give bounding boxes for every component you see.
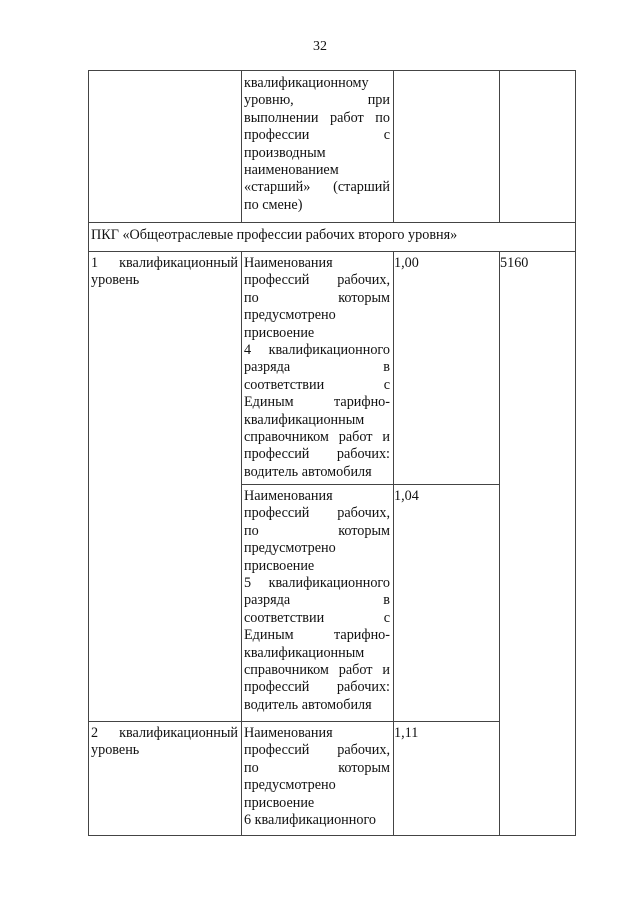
cell-text-line: Единым тарифно- bbox=[244, 627, 390, 644]
row-divider bbox=[241, 484, 499, 485]
coefficient-cell: 1,00 bbox=[394, 255, 419, 271]
cell-text-line: Наименования bbox=[244, 725, 333, 741]
cell-text-line: профессий рабочих: bbox=[244, 679, 390, 696]
cell-text-line: по которым bbox=[244, 522, 390, 539]
cell-text-line: уровню, при bbox=[244, 92, 390, 109]
cell-text-line: справочником работ и bbox=[244, 428, 390, 445]
cell-text-line: Наименования bbox=[244, 255, 333, 271]
cell-text-line: выполнении работ по bbox=[244, 109, 390, 126]
cell-text-line: разряда в bbox=[244, 359, 390, 376]
profession-description-cell: квалификационному уровню, при выполнении р… bbox=[244, 75, 390, 214]
table-border-top bbox=[88, 70, 576, 71]
cell-text-line: 4 квалификационного bbox=[244, 341, 390, 358]
coefficient-cell: 1,11 bbox=[394, 725, 419, 741]
cell-text-line: наименованием bbox=[244, 161, 339, 178]
cell-text-line: водитель автомобиля bbox=[244, 463, 372, 480]
cell-text-line: по которым bbox=[244, 289, 390, 306]
cell-text-line: Наименования bbox=[244, 488, 333, 504]
row-divider bbox=[88, 222, 576, 223]
cell-text-line: присвоение bbox=[244, 324, 315, 341]
qualification-level-cell: 2 квалификационный уровень bbox=[91, 725, 238, 760]
cell-text-line: 5 квалификационного bbox=[244, 574, 390, 591]
cell-text-line: соответствии с bbox=[244, 609, 390, 626]
cell-text-line: «старший» (старший bbox=[244, 179, 390, 196]
profession-description-cell: Наименования профессий рабочих, по которым… bbox=[244, 255, 390, 481]
column-divider bbox=[393, 251, 394, 836]
cell-text-line: по смене) bbox=[244, 196, 303, 213]
cell-text-line: 6 квалификационного bbox=[244, 811, 377, 828]
column-divider bbox=[393, 70, 394, 222]
cell-text-line: 2 квалификационный bbox=[91, 725, 238, 741]
cell-text-line: присвоение bbox=[244, 794, 315, 811]
cell-text-line: 1 квалификационный bbox=[91, 255, 238, 271]
qualification-level-cell: 1 квалификационный уровень bbox=[91, 255, 238, 290]
cell-text-line: соответствии с bbox=[244, 376, 390, 393]
cell-text-line: Единым тарифно- bbox=[244, 394, 390, 411]
column-divider bbox=[499, 70, 500, 222]
cell-text-line: производным bbox=[244, 144, 326, 161]
cell-text-line: справочником работ и bbox=[244, 661, 390, 678]
cell-text-line: предусмотрено bbox=[244, 307, 336, 324]
cell-text-line: водитель автомобиля bbox=[244, 696, 372, 713]
salary-cell: 5160 bbox=[500, 255, 529, 271]
cell-text-line: профессий рабочих: bbox=[244, 446, 390, 463]
cell-text-line: квалификационным bbox=[244, 411, 365, 428]
cell-text-line: предусмотрено bbox=[244, 540, 336, 557]
cell-text-line: предусмотрено bbox=[244, 777, 336, 794]
cell-text-line: квалификационным bbox=[244, 644, 365, 661]
cell-text-line: профессий рабочих, bbox=[244, 505, 390, 522]
row-divider bbox=[88, 251, 576, 252]
row-divider bbox=[88, 721, 499, 722]
profession-description-cell: Наименования профессий рабочих, по которым… bbox=[244, 488, 390, 714]
table-border-bottom bbox=[88, 835, 576, 836]
page-number: 32 bbox=[313, 39, 327, 54]
cell-text-line: присвоение bbox=[244, 557, 315, 574]
group-header: ПКГ «Общеотраслевые профессии рабочих вт… bbox=[91, 227, 458, 243]
table-border-left bbox=[88, 70, 89, 836]
cell-text-line: по которым bbox=[244, 759, 390, 776]
cell-text-line: профессий рабочих, bbox=[244, 272, 390, 289]
column-divider bbox=[499, 251, 500, 836]
cell-text-line: уровень bbox=[91, 272, 140, 289]
column-divider bbox=[241, 70, 242, 222]
coefficient-cell: 1,04 bbox=[394, 488, 419, 504]
table-border-right bbox=[575, 70, 576, 836]
cell-text-line: профессий рабочих, bbox=[244, 742, 390, 759]
column-divider bbox=[241, 251, 242, 836]
cell-text-line: разряда в bbox=[244, 592, 390, 609]
cell-text-line: профессии с bbox=[244, 127, 390, 144]
profession-description-cell: Наименования профессий рабочих, по которым… bbox=[244, 725, 390, 829]
cell-text-line: уровень bbox=[91, 742, 140, 759]
cell-text-line: квалификационному bbox=[244, 75, 369, 91]
